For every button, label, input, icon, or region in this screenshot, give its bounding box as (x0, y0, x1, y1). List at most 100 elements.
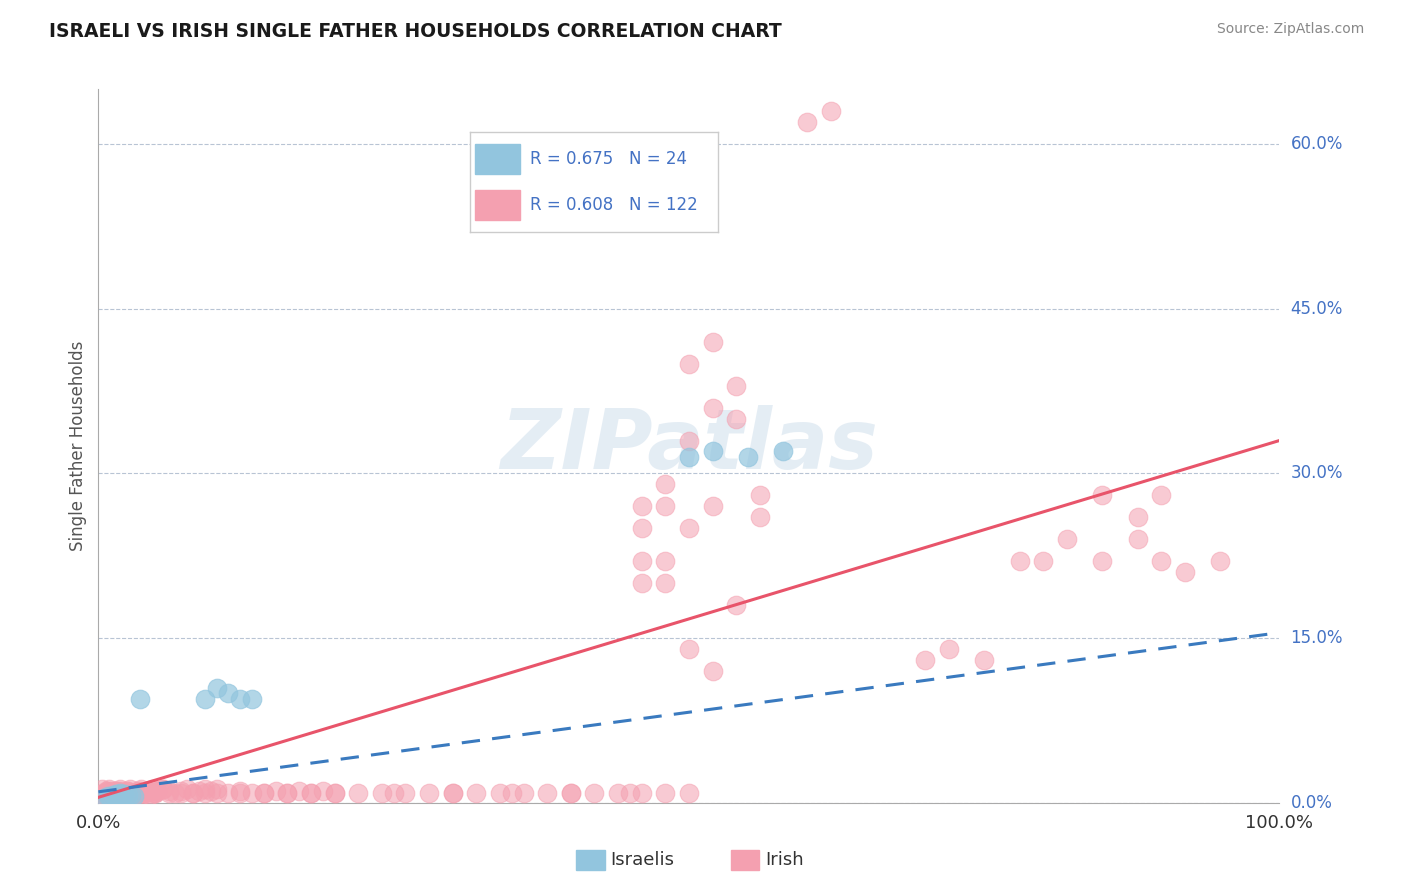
Point (108, 788, 131, 802)
Point (205, 681, 228, 695)
Point (91, 781, 114, 796)
Text: ISRAELI VS IRISH SINGLE FATHER HOUSEHOLDS CORRELATION CHART: ISRAELI VS IRISH SINGLE FATHER HOUSEHOLD… (49, 22, 782, 41)
Point (112, 786, 135, 800)
Point (107, 788, 129, 802)
Point (117, 783, 139, 797)
Point (94, 783, 117, 797)
Point (157, 786, 180, 800)
Point (264, 783, 287, 797)
Point (94, 788, 117, 802)
Point (654, 500, 676, 514)
Point (134, 786, 156, 800)
Point (253, 786, 276, 800)
Point (240, 786, 263, 800)
Point (142, 786, 165, 800)
Point (536, 786, 558, 800)
Point (141, 781, 163, 796)
Point (678, 357, 700, 371)
Point (176, 781, 198, 796)
Point (132, 786, 155, 800)
Point (194, 691, 217, 706)
Point (630, 500, 652, 514)
Text: 60.0%: 60.0% (1291, 135, 1343, 153)
Point (98, 788, 121, 802)
Point (347, 786, 370, 800)
Text: Israelis: Israelis (610, 851, 675, 869)
Point (98, 790, 121, 805)
Point (127, 783, 149, 797)
Point (103, 786, 125, 800)
Point (146, 783, 169, 797)
Point (371, 786, 394, 800)
Point (105, 788, 128, 802)
Point (152, 781, 174, 796)
Point (678, 521, 700, 535)
Point (181, 786, 204, 800)
Point (772, 444, 794, 458)
Point (1056, 533, 1078, 547)
Point (121, 788, 143, 802)
Point (441, 786, 464, 800)
Point (702, 401, 724, 415)
Point (105, 789, 128, 804)
Point (1032, 554, 1054, 568)
Point (115, 786, 138, 800)
Point (725, 411, 748, 425)
Point (125, 786, 148, 800)
Point (110, 786, 132, 800)
Point (394, 786, 416, 800)
Point (135, 786, 157, 800)
Point (93, 791, 115, 805)
Point (312, 783, 335, 797)
Point (97, 783, 120, 797)
Point (1150, 554, 1173, 568)
Point (630, 786, 652, 800)
Point (323, 786, 346, 800)
Point (111, 789, 134, 804)
Point (619, 786, 641, 800)
Point (181, 786, 204, 800)
Point (914, 653, 936, 667)
Point (108, 786, 131, 800)
Point (120, 781, 142, 796)
Point (152, 781, 174, 796)
Point (299, 786, 322, 800)
Point (112, 787, 135, 801)
Point (194, 781, 217, 796)
Point (820, 104, 842, 119)
Point (187, 783, 209, 797)
Point (748, 510, 770, 524)
Point (678, 450, 700, 464)
Point (107, 783, 129, 797)
Point (276, 786, 298, 800)
Point (1126, 533, 1149, 547)
Point (143, 786, 166, 800)
Point (105, 787, 128, 801)
Point (136, 783, 159, 797)
Point (229, 783, 252, 797)
Point (128, 783, 150, 797)
Point (114, 786, 136, 800)
Point (108, 781, 131, 796)
Point (217, 786, 239, 800)
Point (146, 783, 169, 797)
Point (101, 788, 124, 802)
Point (170, 783, 193, 797)
Point (1209, 554, 1232, 568)
Point (91, 790, 114, 805)
Text: 30.0%: 30.0% (1291, 465, 1343, 483)
Point (139, 788, 162, 802)
Point (654, 477, 676, 491)
Point (583, 786, 606, 800)
Point (122, 786, 145, 800)
Point (465, 786, 488, 800)
Point (1091, 488, 1114, 502)
Text: Irish: Irish (765, 851, 803, 869)
Point (129, 781, 152, 796)
Point (678, 642, 700, 657)
Point (512, 786, 534, 800)
Point (90, 790, 112, 805)
Point (143, 786, 166, 800)
Point (101, 788, 124, 802)
Text: 45.0%: 45.0% (1291, 300, 1343, 318)
